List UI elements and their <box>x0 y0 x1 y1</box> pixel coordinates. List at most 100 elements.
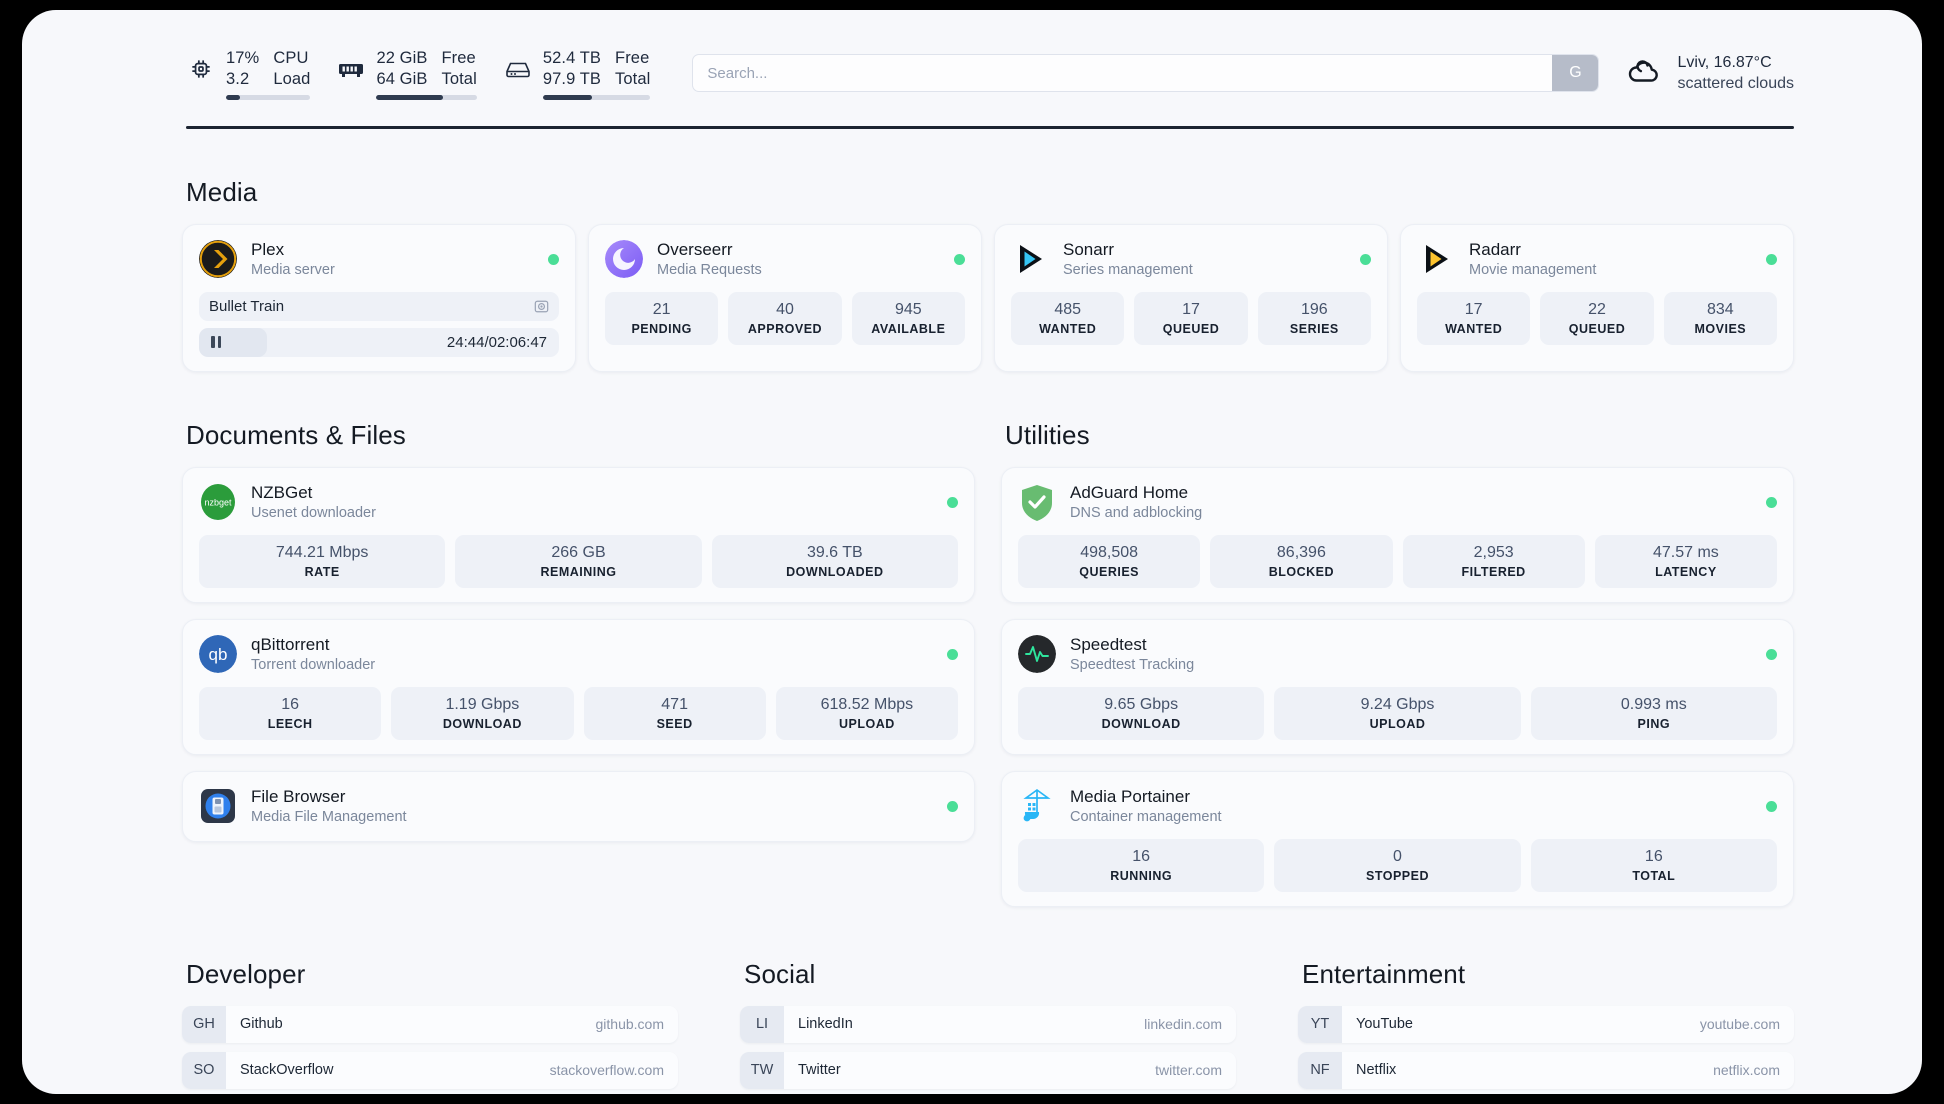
service-card-adguard-home[interactable]: AdGuard Home DNS and adblocking 498,508 … <box>1001 466 1794 603</box>
bookmark-group-entertainment: Entertainment YT YouTube youtube.com NF … <box>1298 911 1794 1095</box>
portainer-logo <box>1018 787 1056 825</box>
weather-location-temp: Lviv, 16.87°C <box>1677 54 1772 71</box>
bookmark-url: github.com <box>595 1016 664 1032</box>
card-title: Sonarr <box>1063 239 1115 259</box>
service-card-qbittorrent[interactable]: qb qBittorrent Torrent downloader 16 LEE… <box>182 618 975 755</box>
service-card-overseerr[interactable]: Overseerr Media Requests 21 PENDING 40 A… <box>588 223 982 372</box>
card-subtitle: Movie management <box>1469 261 1597 278</box>
bookmark-item-linkedin[interactable]: LI LinkedIn linkedin.com <box>740 1005 1236 1043</box>
playback-duration: 02:06:47 <box>488 333 547 351</box>
card-title: Overseerr <box>657 239 733 259</box>
stat-value: 0 <box>1393 847 1402 865</box>
header-divider <box>186 126 1794 129</box>
stat-value: 485 <box>1054 300 1082 318</box>
stat-tile: 834 MOVIES <box>1663 291 1777 345</box>
stat-label: QUERIES <box>1079 564 1139 579</box>
bookmarks-grid: Developer GH Github github.com SO StackO… <box>182 911 1794 1095</box>
now-playing-title: Bullet Train <box>209 297 285 315</box>
section-title-utilities: Utilities <box>1005 419 1090 450</box>
bookmark-group-title: Entertainment <box>1302 958 1466 989</box>
bookmark-item-twitter[interactable]: TW Twitter twitter.com <box>740 1051 1236 1089</box>
card-subtitle: Media server <box>251 261 335 278</box>
memory-label-bottom: Total <box>441 70 477 88</box>
bookmark-url: youtube.com <box>1699 1016 1780 1032</box>
bookmark-abbr: GH <box>182 1005 226 1043</box>
service-card-media-portainer[interactable]: Media Portainer Container management 16 … <box>1001 770 1794 907</box>
cast-icon[interactable] <box>534 299 549 314</box>
cpu-icon <box>186 54 216 84</box>
search-input[interactable] <box>693 64 1553 82</box>
cpu-usage-bar <box>226 95 311 100</box>
stat-tile: 498,508 QUERIES <box>1018 534 1201 588</box>
stat-value: 86,396 <box>1276 543 1326 561</box>
cpu-label-bottom: Load <box>273 70 311 88</box>
bookmark-name: Github <box>240 1016 283 1032</box>
bookmark-item-github[interactable]: GH Github github.com <box>182 1005 678 1043</box>
bookmark-item-netflix[interactable]: NF Netflix netflix.com <box>1298 1051 1794 1089</box>
card-stats: 16 RUNNING 0 STOPPED 16 TOTAL <box>1018 838 1777 892</box>
stat-value: 9.65 Gbps <box>1104 695 1179 713</box>
memory-icon <box>336 54 366 84</box>
pause-icon[interactable] <box>211 336 221 348</box>
service-card-radarr[interactable]: Radarr Movie management 17 WANTED 22 QUE… <box>1400 223 1794 372</box>
status-dot <box>1766 648 1777 660</box>
bookmark-name: Twitter <box>798 1062 841 1078</box>
search-box[interactable]: G <box>692 54 1600 92</box>
card-title: Radarr <box>1469 239 1521 259</box>
documents-card-list: nzbget NZBGet Usenet downloader 744.21 M… <box>182 466 975 907</box>
bookmark-item-youtube[interactable]: YT YouTube youtube.com <box>1298 1005 1794 1043</box>
cpu-usage-value: 17% <box>226 49 260 67</box>
stat-tile: 744.21 Mbps RATE <box>199 534 446 588</box>
bookmark-url: stackoverflow.com <box>549 1062 664 1078</box>
bookmark-abbr: SO <box>182 1051 226 1089</box>
media-card-grid: Plex Media server Bullet Train <box>182 223 1794 372</box>
service-card-speedtest[interactable]: Speedtest Speedtest Tracking 9.65 Gbps D… <box>1001 618 1794 755</box>
status-dot <box>1766 253 1777 265</box>
stat-tile: 17 WANTED <box>1417 291 1531 345</box>
stat-value: 17 <box>1182 300 1200 318</box>
disk-label-bottom: Total <box>615 70 651 88</box>
service-card-nzbget[interactable]: nzbget NZBGet Usenet downloader 744.21 M… <box>182 466 975 603</box>
service-card-file-browser[interactable]: File Browser Media File Management <box>182 770 975 842</box>
stat-label: LATENCY <box>1655 564 1717 579</box>
stat-value: 744.21 Mbps <box>275 543 369 561</box>
stat-tile: 0 STOPPED <box>1274 838 1521 892</box>
stat-tile: 618.52 Mbps UPLOAD <box>775 686 958 740</box>
bookmark-url: netflix.com <box>1713 1062 1780 1078</box>
bookmark-item-stackoverflow[interactable]: SO StackOverflow stackoverflow.com <box>182 1051 678 1089</box>
card-subtitle: Series management <box>1063 261 1193 278</box>
header-bar: 17% 3.2 CPU Load <box>182 42 1794 104</box>
disk-label-top: Free <box>615 49 650 67</box>
stat-tile: 86,396 BLOCKED <box>1210 534 1393 588</box>
stat-label: TOTAL <box>1632 868 1676 883</box>
stat-tile: 16 RUNNING <box>1018 838 1265 892</box>
bookmark-group-title: Developer <box>186 958 306 989</box>
dashboard-screen: 17% 3.2 CPU Load <box>22 10 1922 1094</box>
adguard-logo <box>1018 483 1056 521</box>
stat-tile: 21 PENDING <box>605 291 719 345</box>
card-subtitle: Media Requests <box>657 261 762 278</box>
disk-usage-bar <box>542 95 651 100</box>
filebrowser-logo <box>199 787 237 825</box>
stat-value: 39.6 TB <box>806 543 863 561</box>
stat-value: 16 <box>1132 847 1151 865</box>
sonarr-logo <box>1011 240 1049 278</box>
stat-value: 16 <box>1644 847 1663 865</box>
now-playing-row[interactable]: Bullet Train <box>199 291 559 321</box>
service-card-sonarr[interactable]: Sonarr Series management 485 WANTED 17 Q… <box>994 223 1388 372</box>
stat-label: UPLOAD <box>838 716 895 731</box>
stat-tile: 16 TOTAL <box>1530 838 1777 892</box>
service-card-plex[interactable]: Plex Media server Bullet Train <box>182 223 576 372</box>
card-stats: 21 PENDING 40 APPROVED 945 AVAILABLE <box>605 291 965 345</box>
stat-value: 945 <box>894 300 922 318</box>
bookmark-name: YouTube <box>1356 1016 1413 1032</box>
stat-tile: 40 APPROVED <box>728 291 842 345</box>
memory-usage-bar <box>376 95 477 100</box>
search-submit-button[interactable]: G <box>1552 55 1599 91</box>
disk-total-value: 97.9 TB <box>542 70 602 88</box>
stat-tile: 22 QUEUED <box>1540 291 1654 345</box>
stat-label: AVAILABLE <box>871 321 946 336</box>
overseerr-logo <box>605 240 643 278</box>
stat-label: APPROVED <box>747 321 823 336</box>
playback-progress[interactable]: 24:44/02:06:47 <box>199 327 559 357</box>
